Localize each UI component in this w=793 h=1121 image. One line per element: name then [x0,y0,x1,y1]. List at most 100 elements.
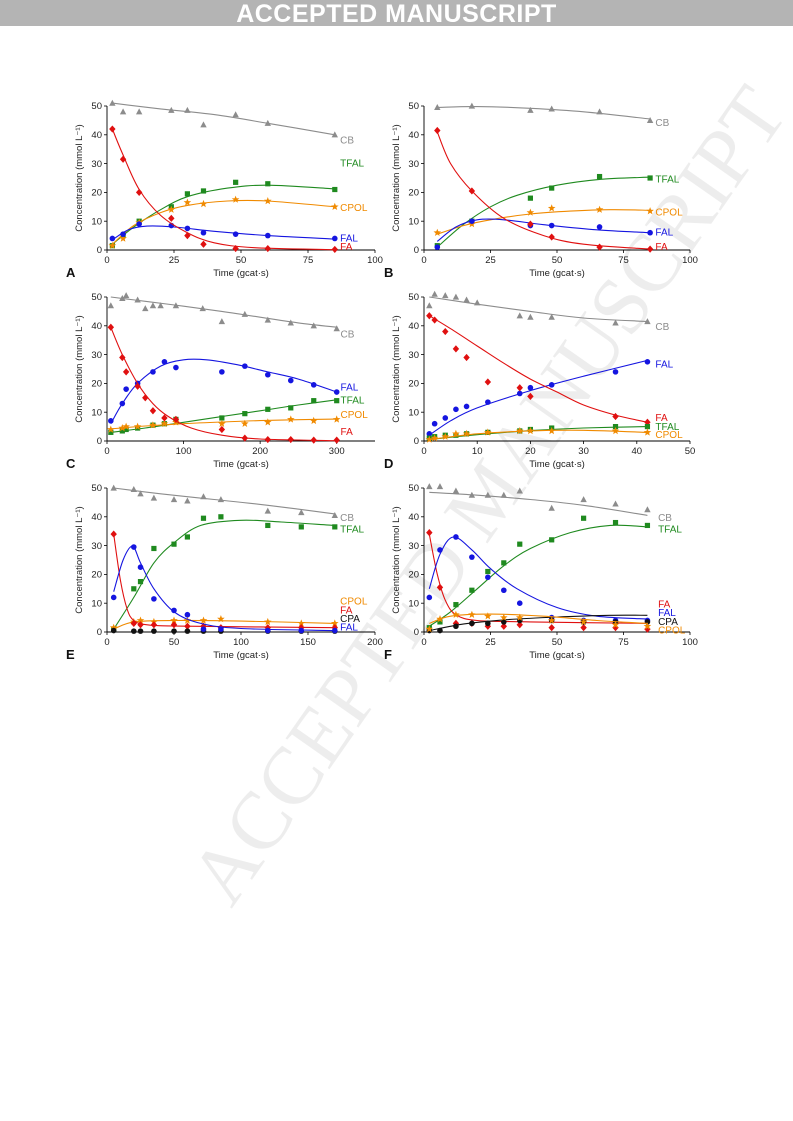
fit-line-fal [110,358,337,424]
data-point-cb [426,302,433,309]
data-point-fa [172,415,180,423]
data-point-cb [333,325,340,332]
data-point-cb [516,487,523,494]
data-point-cb [200,121,207,128]
data-point-cpol [218,419,226,427]
data-point-cb [452,293,460,300]
x-tick-label: 0 [104,446,109,457]
data-point-fa [298,624,305,632]
y-tick-label: 0 [97,436,102,447]
data-point-fal [548,382,555,388]
data-point-cb [149,302,157,309]
data-point-fal [596,224,603,230]
data-point-cpol [643,622,652,630]
data-point-cpol [484,428,492,436]
data-point-cpol [264,617,272,626]
data-point-cb [264,119,271,126]
data-point-fal [120,231,126,237]
data-point-fa [170,621,178,629]
data-point-fa [149,407,157,415]
y-tick-label: 50 [408,483,419,494]
data-point-fal [469,554,475,560]
data-point-cpol [433,228,442,236]
series-label-fal: FAL [341,383,359,394]
fit-line-cpol [113,619,335,630]
data-point-cpol [452,429,460,437]
data-point-fal [485,399,491,405]
data-point-cpol [547,616,556,624]
data-point-tfal [517,541,523,547]
x-tick-label: 50 [169,637,180,648]
data-point-cb [122,292,130,299]
data-point-cpol [136,616,145,624]
data-point-tfal [298,524,304,530]
data-point-fa [130,619,137,627]
data-point-cpa [131,628,137,634]
data-point-cb [142,305,149,312]
y-axis-label: Concentration (mmol L⁻¹) [391,315,402,422]
data-point-cpol [500,613,508,621]
series-label-fa: FA [658,600,671,611]
y-tick-label: 20 [91,188,102,199]
data-point-fal [442,415,449,421]
data-point-cb [119,108,127,115]
series-label-cb: CB [655,118,669,129]
data-point-tfal [265,522,271,529]
fit-line-tfal [113,519,335,630]
data-point-fa [109,125,116,133]
x-tick-label: 100 [233,637,249,648]
data-point-fa [646,245,654,253]
data-point-tfal [242,411,248,417]
data-point-cb [474,299,481,306]
data-point-fal [527,384,534,391]
data-point-cpa [151,628,157,634]
data-point-cpol [309,416,318,425]
data-point-fa [548,624,555,632]
y-tick-label: 10 [91,598,102,609]
data-point-cb [463,296,470,303]
data-point-cb [168,106,175,113]
data-point-fal [161,359,168,365]
data-point-cpol [264,197,272,205]
data-point-cb [431,290,438,297]
data-point-fa [218,425,226,434]
x-tick-label: 25 [485,637,496,648]
panel-label: C [66,456,76,471]
data-point-fa [527,220,534,228]
y-tick-label: 20 [408,188,419,199]
data-point-fal [136,221,142,227]
series-label-fal: FAL [658,608,676,619]
data-point-fal [109,235,116,242]
data-point-fa [184,622,191,630]
data-point-fa [527,392,534,400]
data-point-cpol [217,615,225,623]
x-tick-label: 100 [682,255,698,266]
data-point-fa [122,368,130,376]
data-point-fal [612,369,619,375]
data-point-cb [500,491,507,498]
x-axis-label: Time (gcat·s) [213,268,269,279]
data-point-tfal [119,428,125,434]
data-point-cb [137,490,144,497]
data-point-cpol [107,425,115,433]
series-label-cb: CB [655,322,669,333]
data-point-cb [130,486,137,493]
fit-line-cpol [429,613,648,624]
data-point-cpol [160,419,169,427]
x-tick-label: 0 [421,255,426,266]
data-point-cpol [183,616,192,624]
data-point-fal [426,431,433,437]
x-tick-label: 75 [618,637,629,648]
data-point-fa [134,382,141,390]
data-point-fa [232,244,239,253]
y-tick-label: 40 [91,512,102,523]
fit-line-fal [436,218,651,242]
fit-line-cb [110,296,337,328]
data-point-cb [644,318,651,325]
data-point-cpa [110,627,117,634]
x-tick-label: 0 [104,637,109,648]
data-point-fal [453,406,459,413]
chart-panel-f: 0 25 50 75 100 0 10 20 30 40 50 Time (gcat·s) Concen… [384,483,698,662]
data-point-cpol [118,424,127,432]
data-point-fa [161,414,168,422]
